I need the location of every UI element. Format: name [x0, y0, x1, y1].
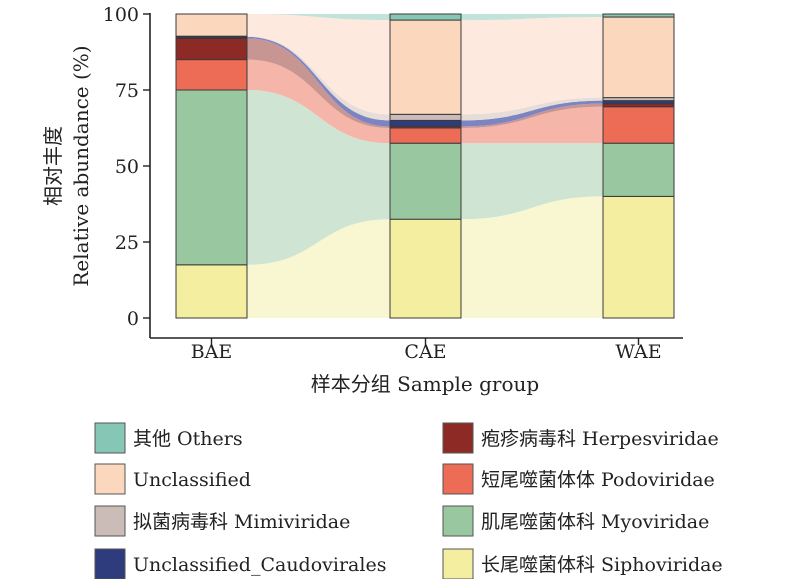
- y-tick-label-50: 50: [115, 156, 139, 178]
- legend-swatch-others: [94, 422, 126, 454]
- flow-herpesviridae-cae-wae: [461, 103, 603, 128]
- legend-swatch-unclassified-caudovirales: [94, 548, 126, 579]
- bar-segment-others-cae: [389, 13, 462, 21]
- bar-segment-myoviridae-wae: [602, 142, 675, 197]
- bar-segment-siphoviridae-cae: [389, 218, 462, 319]
- x-tick-label-cae: CAE: [404, 341, 446, 363]
- bar-segment-others-wae: [602, 13, 675, 18]
- legend-swatch-myoviridae: [442, 505, 474, 537]
- axes-layer: 0 25 50 75 100 BAE CAE WAE: [103, 4, 683, 363]
- bar-segment-podoviridae-wae: [602, 106, 675, 144]
- legend-label-others: 其他 Others: [133, 428, 243, 450]
- y-axis-title: Relative abundance (%): [69, 45, 93, 286]
- bar-layer: [175, 13, 675, 319]
- flow-myoviridae-bae-cae: [247, 90, 390, 265]
- flow-unclassified-caudovirales-bae-cae: [247, 36, 390, 127]
- flow-podoviridae-cae-wae: [461, 106, 603, 144]
- flow-siphoviridae-bae-cae: [247, 219, 390, 318]
- flow-others-bae-cae: [247, 14, 390, 21]
- bar-segment-siphoviridae-wae: [602, 195, 675, 319]
- flow-herpesviridae-bae-cae: [247, 38, 390, 128]
- bar-segment-unclassified-bae: [175, 13, 248, 37]
- flow-siphoviridae-cae-wae: [461, 196, 603, 318]
- bar-segment-unclassified-wae: [602, 16, 675, 99]
- y-axis-title-cn: 相对丰度: [41, 126, 65, 206]
- bar-segment-herpesviridae-bae: [175, 37, 248, 61]
- bar-segment-siphoviridae-bae: [175, 264, 248, 319]
- flow-mimiviridae-cae-wae: [461, 97, 603, 121]
- legend-swatch-podoviridae: [442, 463, 474, 495]
- flow-unclassified-cae-wae: [461, 17, 603, 115]
- y-tick-label-0: 0: [127, 308, 139, 330]
- bar-segment-myoviridae-bae: [175, 89, 248, 266]
- flow-mimiviridae-bae-cae: [247, 36, 390, 121]
- legend-label-unclassified: Unclassified: [133, 469, 251, 491]
- flow-myoviridae-cae-wae: [461, 143, 603, 220]
- flow-layer: [247, 14, 603, 318]
- bar-segment-myoviridae-cae: [389, 142, 462, 220]
- legend-swatch-herpesviridae: [442, 422, 474, 454]
- legend-label-siphoviridae: 长尾噬菌体科 Siphoviridae: [481, 554, 723, 576]
- legend-label-myoviridae: 肌尾噬菌体科 Myoviridae: [481, 511, 709, 533]
- flow-unclassified-bae-cae: [247, 14, 390, 115]
- y-tick-label-100: 100: [103, 4, 139, 26]
- legend-label-podoviridae: 短尾噬菌体体 Podoviridae: [481, 469, 715, 491]
- y-tick-label-25: 25: [115, 232, 139, 254]
- legend-swatch-mimiviridae: [94, 505, 126, 537]
- bar-segment-podoviridae-bae: [175, 59, 248, 91]
- bar-segment-podoviridae-cae: [389, 127, 462, 144]
- legend-label-herpesviridae: 疱疹病毒科 Herpesviridae: [481, 428, 719, 450]
- legend-label-unclassified-caudovirales: Unclassified_Caudovirales: [133, 554, 386, 576]
- flow-others-cae-wae: [461, 14, 603, 21]
- legend-swatch-siphoviridae: [442, 548, 474, 579]
- bar-segment-mimiviridae-cae: [389, 113, 462, 121]
- y-tick-label-75: 75: [115, 80, 139, 102]
- bar-segment-unclassified-cae: [389, 19, 462, 115]
- bar-segment-unclassified-caudovirales-cae: [389, 119, 462, 127]
- x-tick-label-bae: BAE: [191, 341, 233, 363]
- x-tick-label-wae: WAE: [615, 341, 661, 363]
- flow-podoviridae-bae-cae: [247, 59, 390, 144]
- flow-unclassified-caudovirales-cae-wae: [461, 100, 603, 127]
- x-axis-title: 样本分组 Sample group: [311, 372, 539, 396]
- legend-swatch-unclassified: [94, 463, 126, 495]
- legend: 其他 Others 疱疹病毒科 Herpesviridae Unclassified…: [94, 422, 723, 579]
- legend-label-mimiviridae: 拟菌病毒科 Mimiviridae: [133, 511, 350, 533]
